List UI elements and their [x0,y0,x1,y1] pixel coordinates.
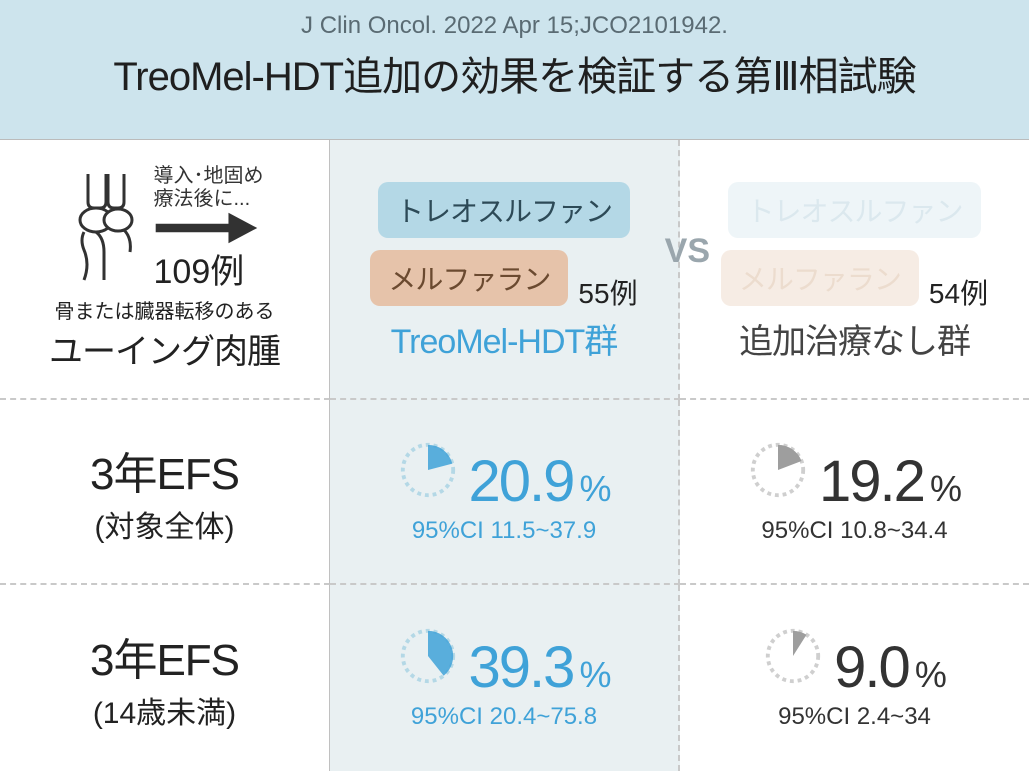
metric1-treomel-pct: % [579,468,611,510]
metric1-treomel-value: 20.9 [469,448,574,515]
study-title: TreoMel-HDT追加の効果を検証する第Ⅲ相試験 [0,44,1029,102]
metric1-none-row: 19.2 % [747,439,962,515]
lead-in-line1: 導入･地固め [154,165,264,188]
metric1-treomel-row: 20.9 % [397,439,612,515]
arm-none-cell: トレオスルファン メルファラン 54例 追加治療なし群 [680,140,1029,400]
metric-row2-label: 3年EFS (14歳未満) [0,585,330,771]
metric1-sub: (対象全体) [95,502,235,546]
drug-pill-melphalan: メルファラン [370,250,568,306]
header: J Clin Oncol. 2022 Apr 15;JCO2101942. Tr… [0,0,1029,140]
pie-icon [397,439,459,501]
arm-treomel-cell: トレオスルファン メルファラン 55例 TreoMel-HDT群 VS [330,140,680,400]
population-cell: 導入･地固め 療法後に... 109例 骨または臓器転移のある ユーイング肉腫 [0,140,330,400]
population-qualifier: 骨または臓器転移のある [55,295,275,324]
arm-none-row2: メルファラン 54例 [721,244,988,312]
citation-text: J Clin Oncol. 2022 Apr 15;JCO2101942. [0,12,1029,40]
arm-treomel-label: TreoMel-HDT群 [391,314,618,363]
metric1-none: 19.2 % 95%CI 10.8~34.4 [680,400,1029,585]
metric2-main: 3年EFS [90,624,239,688]
vs-label: VS [665,232,710,271]
drug-pill-treosulfan: トレオスルファン [378,182,630,238]
arrow-right-icon [154,211,264,251]
metric2-none-row: 9.0 % [762,625,947,701]
metric1-none-value: 19.2 [819,448,924,515]
pie-icon [747,439,809,501]
metric1-none-ci: 95%CI 10.8~34.4 [761,517,947,545]
metric2-treomel-value: 39.3 [469,634,574,701]
intro-top-row: 導入･地固め 療法後に... 109例 [66,165,264,292]
arm-none-n: 54例 [929,272,988,312]
lead-in-line2: 療法後に... [154,188,251,211]
drug-pill-melphalan-faded: メルファラン [721,250,919,306]
drug-pill-treosulfan-faded: トレオスルファン [728,182,980,238]
total-n: 109例 [154,253,245,292]
metric2-none-value: 9.0 [834,634,909,701]
metric1-none-pct: % [930,468,962,510]
metric-row1-label: 3年EFS (対象全体) [0,400,330,585]
metric2-none-ci: 95%CI 2.4~34 [778,703,931,731]
metric2-treomel-pct: % [579,654,611,696]
metric1-treomel-ci: 95%CI 11.5~37.9 [412,517,596,545]
metric2-sub: (14歳未満) [93,688,236,732]
metric1-main: 3年EFS [90,438,239,502]
pie-icon [397,625,459,687]
metric1-treomel: 20.9 % 95%CI 11.5~37.9 [330,400,680,585]
knee-joint-icon [66,172,146,287]
metric2-treomel: 39.3 % 95%CI 20.4~75.8 [330,585,680,771]
metric2-treomel-ci: 95%CI 20.4~75.8 [411,703,597,731]
disease-name: ユーイング肉腫 [49,324,280,373]
intro-text-block: 導入･地固め 療法後に... 109例 [154,165,264,292]
metric2-none: 9.0 % 95%CI 2.4~34 [680,585,1029,771]
arm-treomel-row2: メルファラン 55例 [370,244,637,312]
metric2-none-pct: % [915,654,947,696]
metric2-treomel-row: 39.3 % [397,625,612,701]
infographic-root: J Clin Oncol. 2022 Apr 15;JCO2101942. Tr… [0,0,1029,771]
pie-icon [762,625,824,687]
arm-treomel-n: 55例 [578,272,637,312]
arm-none-label: 追加治療なし群 [739,314,970,363]
